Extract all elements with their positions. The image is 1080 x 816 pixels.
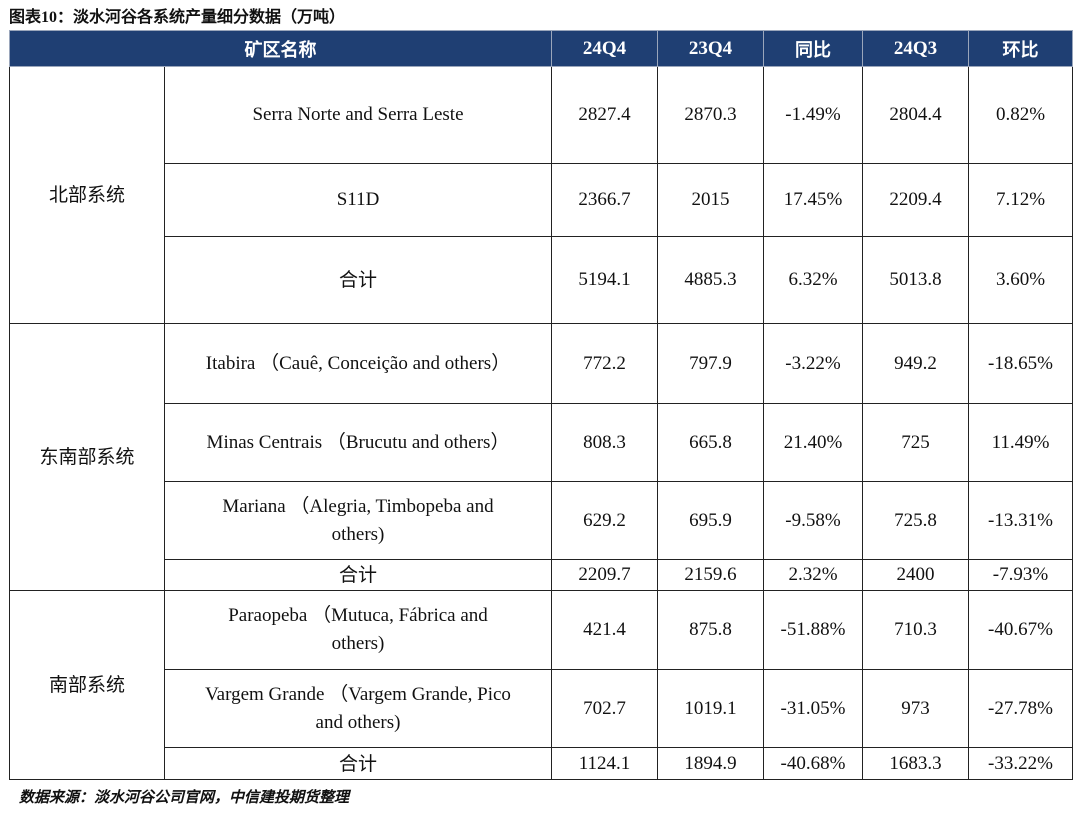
header-qoq: 环比 [968,30,1073,67]
table-row: 合计 5194.1 4885.3 6.32% 5013.8 3.60% [10,236,1073,324]
value-qoq: -7.93% [968,559,1073,591]
value-yoy: -3.22% [763,323,863,404]
value-qoq: -40.67% [968,590,1073,670]
mine-name-cell: Serra Norte and Serra Leste [164,66,552,164]
value-qoq: -13.31% [968,481,1073,560]
value-24q4: 772.2 [551,323,658,404]
figure-caption: 图表10：淡水河谷各系统产量细分数据（万吨） [9,5,345,29]
header-mine-name: 矿区名称 [9,30,552,67]
value-24q3: 973 [862,669,969,748]
mine-name-cell: Itabira （Cauê, Conceição and others） [164,323,552,404]
value-24q4: 421.4 [551,590,658,670]
mine-name-cell: Mariana （Alegria, Timbopeba and others) [164,481,552,560]
value-23q4: 4885.3 [657,236,764,324]
value-yoy: -51.88% [763,590,863,670]
system-label: 南部系统 [9,590,165,780]
header-row: 矿区名称 24Q4 23Q4 同比 24Q3 环比 [9,30,1073,67]
value-yoy: 6.32% [763,236,863,324]
mine-name-cell: Paraopeba （Mutuca, Fábrica and others) [164,590,552,670]
system-label: 东南部系统 [9,323,165,591]
source-note: 数据来源：淡水河谷公司官网，中信建投期货整理 [19,788,350,806]
value-24q3: 2209.4 [862,163,969,237]
value-23q4: 695.9 [657,481,764,560]
table-row: 东南部系统 Itabira （Cauê, Conceição and other… [9,323,1073,591]
value-23q4: 665.8 [657,403,764,482]
value-24q3: 725.8 [862,481,969,560]
table-row: 南部系统 Paraopeba （Mutuca, Fábrica and othe… [9,590,1073,780]
mine-name-cell: Minas Centrais （Brucutu and others） [164,403,552,482]
value-qoq: -27.78% [968,669,1073,748]
value-yoy: -9.58% [763,481,863,560]
value-23q4: 1019.1 [657,669,764,748]
value-yoy: -31.05% [763,669,863,748]
value-yoy: 2.32% [763,559,863,591]
value-yoy: 17.45% [763,163,863,237]
table-row: 合计 1124.1 1894.9 -40.68% 1683.3 -33.22% [10,747,1073,780]
value-qoq: -18.65% [968,323,1073,404]
subtotal-label: 合计 [164,559,552,591]
header-23q4: 23Q4 [657,30,764,67]
value-24q4: 2827.4 [551,66,658,164]
value-24q4: 2366.7 [551,163,658,237]
header-yoy: 同比 [763,30,863,67]
subtotal-label: 合计 [164,236,552,324]
caption-text: ：淡水河谷各系统产量细分数据（万吨） [57,7,346,26]
table-row: S11D 2366.7 2015 17.45% 2209.4 7.12% [10,163,1073,237]
table-row: Minas Centrais （Brucutu and others） 808.… [10,403,1073,482]
value-yoy: 21.40% [763,403,863,482]
value-24q4: 629.2 [551,481,658,560]
value-23q4: 1894.9 [657,747,764,780]
value-24q3: 949.2 [862,323,969,404]
mine-name-cell: Vargem Grande （Vargem Grande, Pico and o… [164,669,552,748]
value-yoy: -1.49% [763,66,863,164]
value-qoq: 7.12% [968,163,1073,237]
mine-name-cell: S11D [164,163,552,237]
value-23q4: 797.9 [657,323,764,404]
table-row: 北部系统 Serra Norte and Serra Leste 2827.4 … [9,66,1073,324]
caption-number: 10 [41,9,58,26]
header-24q4: 24Q4 [551,30,658,67]
value-23q4: 2870.3 [657,66,764,164]
caption-prefix: 图表 [9,7,42,26]
value-qoq: 3.60% [968,236,1073,324]
value-24q3: 2400 [862,559,969,591]
value-yoy: -40.68% [763,747,863,780]
value-24q4: 5194.1 [551,236,658,324]
table-row: 合计 2209.7 2159.6 2.32% 2400 -7.93% [10,559,1073,591]
value-24q3: 725 [862,403,969,482]
value-24q4: 808.3 [551,403,658,482]
value-24q3: 1683.3 [862,747,969,780]
value-qoq: -33.22% [968,747,1073,780]
value-qoq: 0.82% [968,66,1073,164]
value-24q4: 2209.7 [551,559,658,591]
header-24q3: 24Q3 [862,30,969,67]
value-23q4: 2159.6 [657,559,764,591]
value-23q4: 875.8 [657,590,764,670]
value-23q4: 2015 [657,163,764,237]
value-qoq: 11.49% [968,403,1073,482]
value-24q3: 710.3 [862,590,969,670]
value-24q3: 2804.4 [862,66,969,164]
system-label: 北部系统 [9,66,165,324]
table-row: Mariana （Alegria, Timbopeba and others) … [10,481,1073,560]
table-row: Vargem Grande （Vargem Grande, Pico and o… [10,669,1073,748]
subtotal-label: 合计 [164,747,552,780]
production-table: 矿区名称 24Q4 23Q4 同比 24Q3 环比 北部系统 Serra Nor… [9,30,1073,780]
value-24q4: 1124.1 [551,747,658,780]
value-24q3: 5013.8 [862,236,969,324]
value-24q4: 702.7 [551,669,658,748]
